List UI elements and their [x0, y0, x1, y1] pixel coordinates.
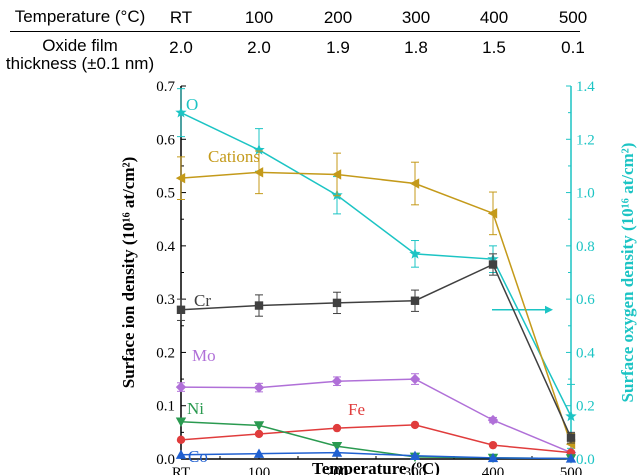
series-label-fe: Fe — [348, 400, 365, 419]
table-thickness-label-1: Oxide film — [42, 36, 118, 55]
data-point-mo — [409, 373, 421, 385]
data-point-cr — [410, 296, 420, 305]
data-point-o — [253, 143, 265, 155]
x-tick-label: 100 — [248, 465, 271, 475]
series-label-ni: Ni — [187, 399, 204, 418]
table-temperature-label: Temperature (°C) — [14, 7, 146, 26]
left-tick-label: 0.1 — [156, 399, 175, 415]
data-point-ni — [331, 442, 343, 452]
table-thickness-100: 2.0 — [247, 38, 271, 57]
x-tick-label: RT — [172, 465, 190, 475]
data-point-cations — [331, 169, 342, 180]
series-label-cations: Cations — [208, 147, 260, 166]
data-point-cr — [254, 301, 264, 310]
left-tick-label: 0.2 — [156, 345, 175, 361]
x-tick-label: 400 — [482, 465, 505, 475]
series-line-co — [180, 451, 572, 460]
data-point-co — [253, 448, 265, 458]
data-point-fe — [488, 440, 498, 450]
data-point-ni — [253, 421, 265, 431]
right-tick-label: 0.6 — [576, 292, 595, 308]
right-tick-label: 0.4 — [576, 345, 595, 361]
data-point-cations — [409, 178, 420, 189]
data-point-co — [409, 450, 421, 461]
data-point-co — [331, 447, 343, 457]
data-point-cations — [175, 172, 186, 184]
data-point-mo — [331, 376, 343, 387]
right-tick-label: 1.0 — [576, 186, 595, 202]
data-point-mo — [175, 381, 187, 393]
left-tick-label: 0.7 — [156, 79, 175, 95]
data-point-o — [175, 106, 187, 118]
x-tick-label: 200 — [326, 465, 349, 475]
data-point-co — [175, 449, 187, 459]
right-axis-arrowhead — [545, 305, 553, 314]
left-tick-label: 0.3 — [156, 292, 175, 308]
data-point-ni — [175, 417, 187, 427]
data-point-cr — [566, 433, 576, 442]
table-thickness-400: 1.5 — [482, 38, 506, 57]
right-tick-label: 0.2 — [576, 399, 595, 415]
series-label-mo: Mo — [192, 346, 216, 365]
table-temp-300: 300 — [401, 8, 431, 27]
data-point-o — [565, 410, 577, 422]
left-tick-label: 0.5 — [156, 186, 175, 202]
data-point-co — [487, 452, 499, 463]
data-point-fe — [332, 423, 342, 433]
data-point-co — [565, 453, 577, 463]
data-point-fe — [176, 435, 186, 445]
series-label-o: O — [186, 95, 198, 114]
table-temp-500: 500 — [558, 8, 588, 27]
data-point-cr — [332, 298, 342, 308]
table-thickness-200: 1.9 — [326, 38, 350, 57]
series-label-co: Co — [188, 447, 208, 466]
right-tick-label: 1.2 — [576, 132, 595, 148]
data-point-fe — [254, 429, 264, 439]
right-tick-label: 0.0 — [576, 452, 595, 468]
data-table: Temperature (°C) RT 100 200 300 400 500 … — [0, 0, 639, 80]
data-point-cations — [253, 167, 264, 178]
left-tick-label: 0.4 — [156, 239, 175, 255]
data-point-mo — [253, 382, 265, 393]
series-label-cr: Cr — [194, 291, 211, 310]
series-line-fe — [180, 424, 572, 454]
data-point-mo — [487, 414, 499, 426]
table-divider — [10, 31, 580, 32]
table-thickness-rt: 2.0 — [169, 38, 193, 57]
data-point-o — [409, 247, 421, 259]
table-temp-100: 100 — [244, 8, 274, 27]
series-line-cr — [180, 263, 572, 438]
x-axis-title: Temperature (ºC) — [312, 459, 440, 475]
table-temp-400: 400 — [479, 8, 509, 27]
right-axis-title: Surface oxygen density (10¹⁶ at/cm²) — [618, 143, 637, 403]
left-tick-label: 0.6 — [156, 132, 175, 148]
left-axis-title: Surface ion density (10¹⁶ at/cm²) — [119, 157, 138, 389]
series-line-o — [180, 111, 572, 417]
x-tick-label: 500 — [560, 465, 583, 475]
x-tick-label: 300 — [404, 465, 427, 475]
table-thickness-label-2: thickness (±0.1 nm) — [5, 54, 155, 73]
table-thickness-300: 1.8 — [404, 38, 428, 57]
data-point-fe — [410, 420, 420, 430]
data-point-cr — [176, 305, 186, 314]
table-temp-rt: RT — [169, 8, 193, 27]
series-line-cations — [180, 171, 572, 445]
data-point-cr — [488, 260, 498, 269]
table-temp-200: 200 — [323, 8, 353, 27]
right-tick-label: 0.8 — [576, 239, 595, 255]
right-tick-label: 1.4 — [576, 79, 595, 95]
left-tick-label: 0.0 — [156, 452, 175, 468]
series-line-mo — [180, 378, 572, 454]
data-point-cations — [487, 208, 498, 219]
table-thickness-500: 0.1 — [561, 38, 585, 57]
